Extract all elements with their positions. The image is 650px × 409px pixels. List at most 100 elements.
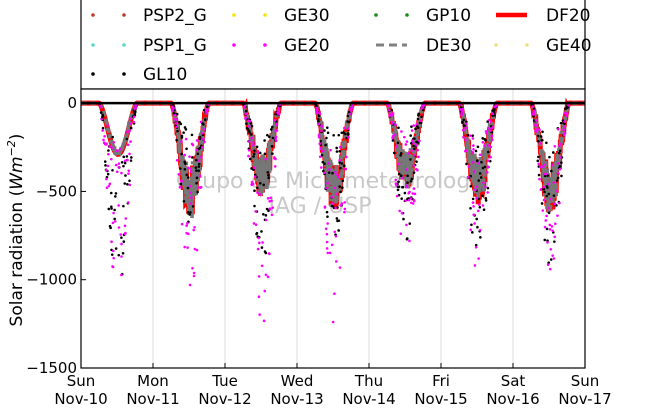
series-dot-ge20: [411, 192, 415, 195]
series-dot-gl10: [183, 167, 187, 171]
series-dot-ge20: [320, 124, 323, 128]
series-dot-ge20: [200, 131, 204, 135]
series-dot-gl10: [541, 130, 544, 134]
series-dot-gl10: [537, 173, 541, 177]
series-dot-ge20: [394, 178, 398, 182]
series-dot-ge20: [344, 167, 347, 171]
series-dot-ge20: [274, 139, 278, 143]
series-dot-gl10: [114, 192, 118, 195]
series-dot-gl10: [413, 137, 416, 140]
series-dot-ge20: [101, 129, 104, 132]
series-dot-ge20: [199, 155, 203, 159]
series-dot-gl10: [202, 108, 206, 112]
series-dot-gl10: [337, 133, 341, 137]
series-dot-ge20: [180, 222, 184, 226]
series-dot-gl10: [262, 212, 265, 216]
series-dot-gl10: [325, 136, 328, 140]
series-dot-ge20: [405, 223, 408, 227]
series-dot-gl10: [110, 207, 113, 210]
x-tick-label-day: Thu: [354, 372, 383, 390]
series-dot-gl10: [409, 179, 413, 183]
series-dot-gl10: [271, 136, 275, 140]
series-dot-gl10: [258, 151, 262, 155]
series-dot-gl10: [477, 179, 480, 182]
series-dot-gl10: [478, 172, 482, 175]
series-dot-gl10: [194, 166, 198, 169]
series-dot-ge20: [252, 222, 256, 225]
series-dot-ge20: [412, 198, 416, 202]
series-dot-gl10: [416, 126, 420, 130]
series-dot-gl10: [483, 137, 487, 141]
series-dot-ge20: [325, 232, 329, 236]
series-dot-ge20: [111, 265, 115, 269]
series-dot-ge20: [487, 127, 491, 130]
series-dot-ge20: [339, 204, 343, 207]
series-dot-gl10: [325, 210, 329, 214]
series-dot-gl10: [397, 172, 401, 176]
series-dot-ge20: [200, 145, 204, 149]
legend: PSP2_G GE30 GP10 DF20 PSP1_G GE20 DE30 GE40 GL10: [80, 0, 592, 90]
legend-marker: [525, 43, 529, 47]
series-dot-gl10: [547, 192, 551, 196]
y-axis-label-close: ): [7, 134, 27, 141]
series-dot-gl10: [250, 124, 254, 128]
series-dot-ge20: [325, 240, 329, 244]
series-dot-ge20: [345, 155, 348, 159]
series-dot-ge20: [112, 256, 115, 260]
series-dot-ge20: [541, 209, 545, 212]
series-dot-ge20: [113, 220, 117, 223]
x-tick-label-day: Tue: [211, 372, 238, 390]
series-dot-ge20: [417, 155, 420, 159]
series-dot-gl10: [477, 197, 481, 201]
series-dot-ge20: [325, 247, 329, 250]
series-dot-ge20: [185, 231, 188, 235]
series-dot-ge20: [319, 146, 323, 150]
series-dot-ge20: [328, 251, 332, 255]
series-dot-gl10: [120, 236, 123, 239]
plot-frame: [80, 88, 586, 369]
series-dot-gl10: [409, 158, 412, 161]
series-dot-ge20: [490, 135, 494, 138]
series-dot-gl10: [402, 217, 405, 221]
series-dot-ge20: [118, 147, 122, 151]
series-dot-ge20: [315, 111, 319, 114]
grid-lines: [152, 89, 514, 368]
series-dot-ge20: [126, 158, 129, 162]
series-dot-ge20: [565, 112, 569, 115]
series-dot-ge20: [532, 112, 535, 116]
series-dot-gl10: [250, 167, 253, 170]
series-dot-ge20: [202, 128, 206, 131]
series-dot-ge20: [330, 195, 334, 199]
series-dot-ge20: [173, 113, 177, 117]
series-dot-gl10: [108, 224, 112, 228]
series-dot-gl10: [556, 176, 560, 180]
series-dot-ge20: [558, 167, 562, 171]
series-dot-ge20: [412, 153, 416, 157]
series-dot-gl10: [408, 222, 412, 225]
series-dot-ge20: [189, 202, 193, 205]
series-dot-ge20: [268, 207, 272, 211]
y-axis-label: Solar radiation (Wm−2): [5, 134, 27, 327]
series-dot-gl10: [248, 131, 252, 135]
series-dot-gl10: [190, 156, 194, 159]
series-dot-gl10: [203, 118, 207, 122]
series-dot-ge20: [464, 122, 468, 125]
series-dot-ge20: [126, 130, 129, 134]
series-dot-ge20: [252, 143, 255, 147]
series-dot-gl10: [129, 126, 133, 130]
series-dot-ge20: [488, 129, 492, 133]
series-dot-ge20: [563, 131, 567, 135]
series-dot-gl10: [480, 160, 483, 164]
y-tick-label: 0: [67, 94, 77, 112]
series-dot-ge20: [400, 211, 404, 215]
series-dot-ge20: [486, 165, 490, 169]
series-dot-ge20: [472, 170, 476, 173]
series-dot-gl10: [406, 181, 409, 184]
series-dot-ge20: [178, 185, 182, 189]
series-dot-ge20: [128, 183, 132, 187]
series-dot-ge20: [334, 206, 337, 210]
series-dot-ge20: [257, 275, 261, 278]
series-dot-gl10: [258, 181, 262, 185]
series-dot-ge20: [404, 199, 407, 203]
series-dot-ge20: [114, 163, 118, 167]
